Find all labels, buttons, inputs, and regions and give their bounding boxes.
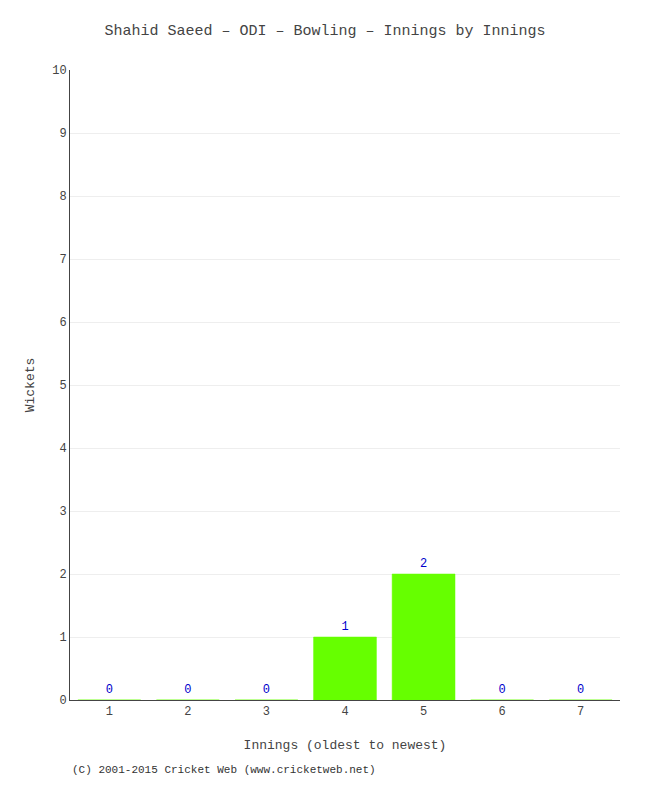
svg-text:0: 0 xyxy=(184,683,191,697)
svg-text:5: 5 xyxy=(59,379,66,393)
svg-text:2: 2 xyxy=(184,705,191,719)
svg-text:2: 2 xyxy=(420,557,427,571)
svg-text:10: 10 xyxy=(52,64,66,78)
svg-text:2: 2 xyxy=(59,568,66,582)
svg-text:1: 1 xyxy=(59,631,66,645)
svg-text:0: 0 xyxy=(263,683,270,697)
svg-text:Wickets: Wickets xyxy=(23,358,38,413)
svg-text:3: 3 xyxy=(263,705,270,719)
svg-text:0: 0 xyxy=(499,683,506,697)
svg-text:Shahid Saeed – ODI – Bowling –: Shahid Saeed – ODI – Bowling – Innings b… xyxy=(104,23,545,40)
svg-text:4: 4 xyxy=(341,705,348,719)
svg-text:6: 6 xyxy=(59,316,66,330)
svg-text:1: 1 xyxy=(106,705,113,719)
svg-text:4: 4 xyxy=(59,442,66,456)
svg-text:9: 9 xyxy=(59,127,66,141)
svg-text:1: 1 xyxy=(341,620,348,634)
svg-text:Innings (oldest to newest): Innings (oldest to newest) xyxy=(244,738,447,753)
svg-text:0: 0 xyxy=(577,683,584,697)
svg-text:8: 8 xyxy=(59,190,66,204)
svg-text:7: 7 xyxy=(59,253,66,267)
svg-text:7: 7 xyxy=(577,705,584,719)
svg-text:3: 3 xyxy=(59,505,66,519)
svg-text:0: 0 xyxy=(59,694,66,708)
svg-text:5: 5 xyxy=(420,705,427,719)
svg-text:(C) 2001-2015 Cricket Web (www: (C) 2001-2015 Cricket Web (www.cricketwe… xyxy=(72,764,376,776)
svg-text:0: 0 xyxy=(106,683,113,697)
svg-text:6: 6 xyxy=(499,705,506,719)
